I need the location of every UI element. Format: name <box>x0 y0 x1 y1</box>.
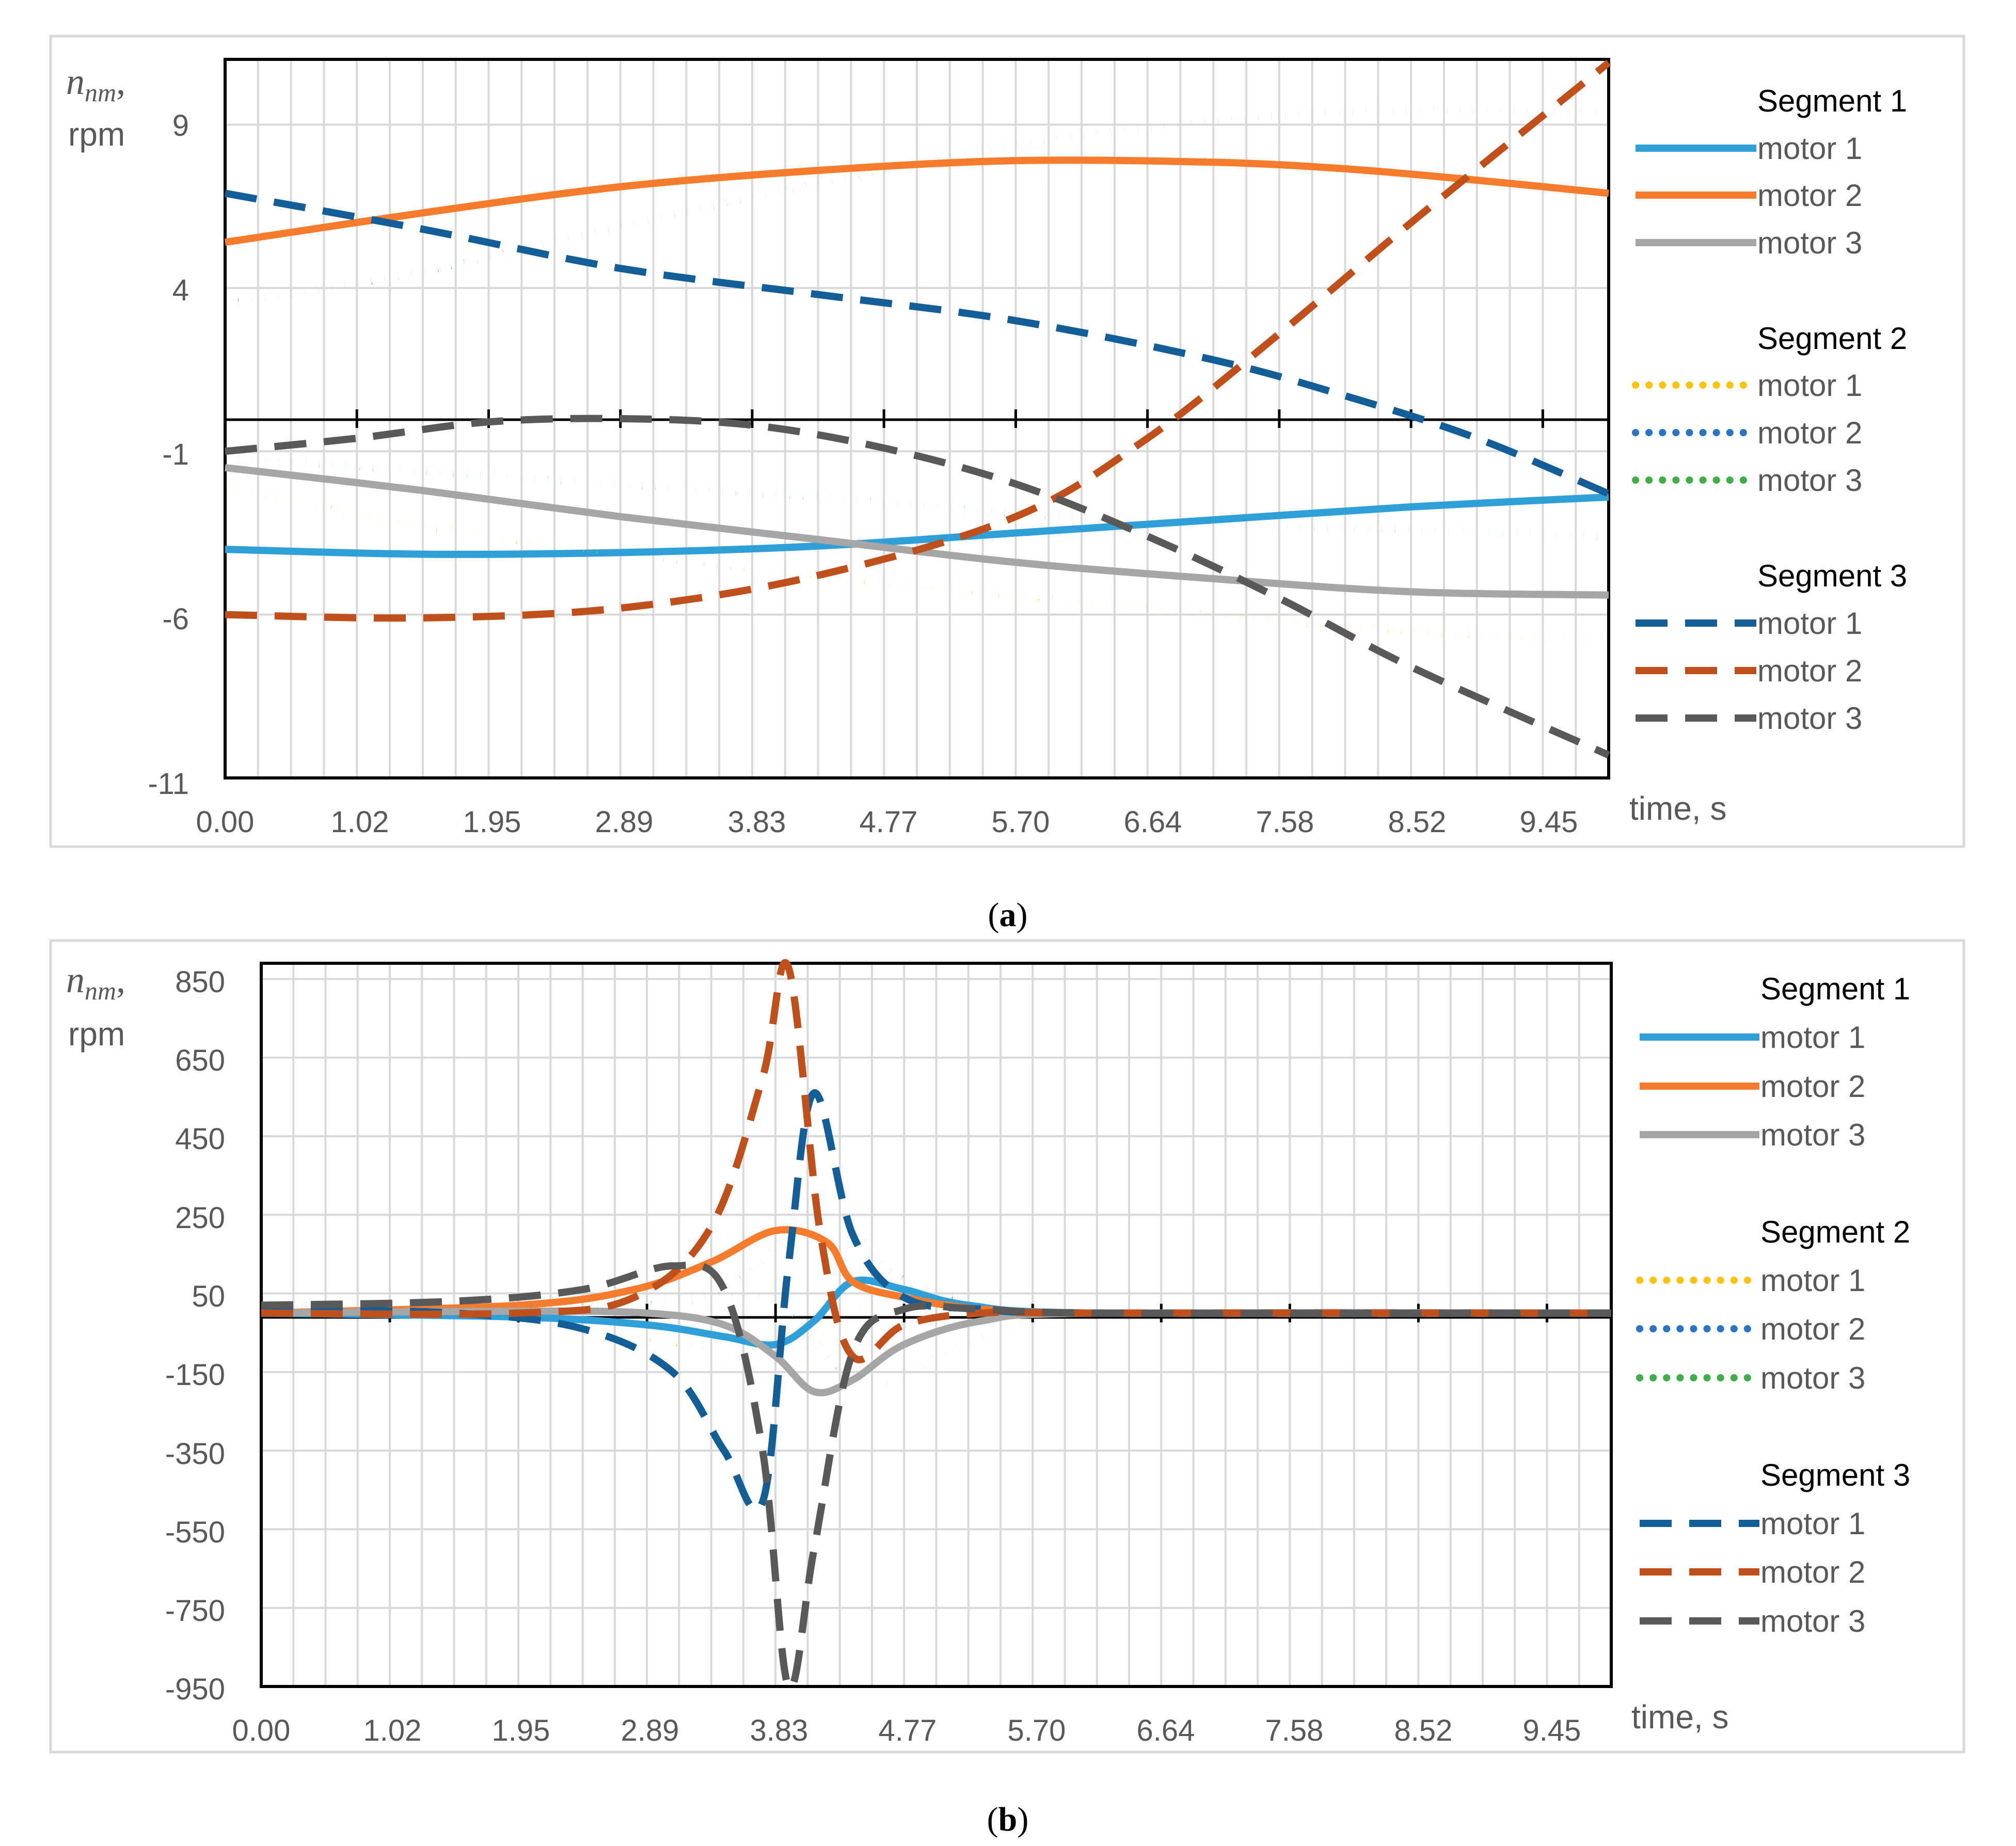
panel-a-y-axis-symbol: nnm, <box>66 61 125 107</box>
panel-b-y-tick-label: -350 <box>165 1437 225 1471</box>
panel-b-y-axis-unit: rpm <box>68 1015 125 1053</box>
panel-a-x-tick-label: 7.58 <box>1256 805 1314 839</box>
legend-label: motor 1 <box>1757 131 1862 166</box>
legend-label: motor 3 <box>1760 1361 1865 1395</box>
panel-b-x-tick-label: 5.70 <box>1008 1714 1066 1747</box>
panel-b-y-tick-label: 850 <box>175 965 225 999</box>
panel-b-series-segment-3-motor-3 <box>261 1261 1612 1692</box>
panel-b-y-tick-label: 250 <box>175 1201 225 1235</box>
panel-a-series-segment-3-motor-3 <box>225 415 1610 759</box>
panel-b-y-tick-label: -150 <box>165 1358 225 1392</box>
panel-b-x-tick-label: 9.45 <box>1523 1714 1581 1747</box>
panel-b-series <box>261 959 1612 1692</box>
panel-a-caption: (a) <box>988 896 1028 934</box>
legend-label: motor 3 <box>1757 463 1862 498</box>
legend-label: motor 3 <box>1760 1118 1865 1152</box>
panel-a-x-tick-label: 5.70 <box>992 805 1050 839</box>
panel-b-y-tick-label: 450 <box>175 1122 225 1156</box>
legend-group-header: Segment 3 <box>1757 559 1907 593</box>
panel-a-x-axis-title: time, s <box>1629 790 1726 827</box>
legend-label: motor 2 <box>1757 416 1862 450</box>
panel-a-x-tick-label: 1.95 <box>463 805 521 839</box>
panel-b-x-tick-label: 3.83 <box>750 1714 808 1747</box>
panel-a-x-tick-label: 3.83 <box>728 805 786 839</box>
panel-a-y-symbol: n <box>66 61 85 102</box>
panel-b-plot-area <box>260 962 1613 1688</box>
panel-b-x-tick-label: 1.95 <box>492 1714 550 1747</box>
panel-b-x-tick-label: 2.89 <box>621 1714 679 1747</box>
legend-group-header: Segment 1 <box>1757 84 1907 118</box>
panel-a-x-tick-label: 9.45 <box>1520 805 1578 839</box>
panel-a-series-segment-1-motor-1 <box>225 493 1609 558</box>
legend-label: motor 1 <box>1757 606 1862 641</box>
panel-a-x-tick-label: 4.77 <box>860 805 918 839</box>
legend-label: motor 1 <box>1760 1506 1865 1541</box>
panel-a-y-tick-label: -1 <box>162 438 189 471</box>
panel-b-x-axis-title: time, s <box>1631 1698 1728 1736</box>
panel-b-y-tick-label: -550 <box>165 1516 225 1549</box>
panel-b-series-segment-3-motor-2 <box>261 959 1611 1363</box>
panel-b-x-tick-label: 1.02 <box>363 1714 422 1747</box>
panel-a-y-subscript: nm <box>85 78 116 107</box>
legend-label: motor 2 <box>1760 1069 1865 1104</box>
panel-b: 850 650 450 250 50 -150 -350 -550 -750 -… <box>49 939 1965 1754</box>
legend-group-header: Segment 3 <box>1760 1458 1910 1492</box>
panel-b-y-subscript: nm <box>85 976 116 1005</box>
legend-label: motor 1 <box>1760 1263 1865 1298</box>
panel-a-y-tick-label: 9 <box>172 109 189 142</box>
panel-b-legend: Segment 1 motor 1 motor 2 motor 3 Segmen… <box>1636 972 1910 1638</box>
panel-b-frame <box>49 939 1965 1754</box>
panel-b-grid <box>261 963 1611 1688</box>
panel-b-series-segment-3-motor-1 <box>261 1089 1612 1514</box>
panel-a-x-tick-label: 2.89 <box>595 805 654 839</box>
legend-group-header: Segment 2 <box>1757 321 1907 356</box>
panel-a-series-segment-3-motor-1 <box>224 189 1610 497</box>
panel-a-series-segment-1-motor-2 <box>224 156 1609 246</box>
panel-b-y-symbol: n <box>66 959 85 1000</box>
panel-b-y-tick-label: 50 <box>192 1280 225 1313</box>
panel-b-y-axis-symbol: nnm, <box>66 959 125 1005</box>
legend-group-header: Segment 1 <box>1760 972 1910 1006</box>
legend-group-header: Segment 2 <box>1760 1215 1910 1249</box>
panel-b-y-tick-label: -750 <box>165 1594 225 1628</box>
legend-label: motor 2 <box>1757 654 1862 688</box>
panel-a-x-tick-label: 0.00 <box>196 805 255 839</box>
panel-a-x-tick-label: 1.02 <box>331 805 389 839</box>
panel-a-y-tick-label: 4 <box>172 274 189 307</box>
panel-b-caption: (b) <box>987 1801 1029 1838</box>
panel-a-y-tick-label: -6 <box>162 602 189 636</box>
legend-label: motor 1 <box>1757 368 1862 403</box>
legend-label: motor 2 <box>1760 1555 1865 1589</box>
panel-b-x-tick-label: 4.77 <box>879 1714 937 1747</box>
legend-label: motor 3 <box>1757 226 1862 260</box>
panel-a-y-axis-unit: rpm <box>68 116 125 153</box>
legend-label: motor 3 <box>1757 701 1862 736</box>
panel-a-legend: Segment 1 motor 1 motor 2 motor 3 Segmen… <box>1632 84 1907 736</box>
legend-label: motor 2 <box>1757 178 1862 213</box>
panel-b-y-tick-label: 650 <box>175 1044 225 1077</box>
panel-a-series <box>224 59 1611 759</box>
panel-a-frame <box>49 35 1965 848</box>
legend-label: motor 3 <box>1760 1604 1865 1638</box>
panel-b-x-tick-label: 0.00 <box>232 1714 291 1747</box>
panel-b-x-tick-label: 7.58 <box>1265 1714 1324 1747</box>
panel-b-x-tick-label: 8.52 <box>1394 1714 1453 1747</box>
legend-label: motor 1 <box>1760 1020 1865 1055</box>
legend-label: motor 2 <box>1760 1312 1865 1346</box>
panel-a-series-segment-3-motor-2 <box>225 59 1611 622</box>
panel-b-y-tick-label: -950 <box>165 1673 225 1706</box>
panel-a-x-tick-label: 6.64 <box>1124 805 1182 839</box>
panel-b-x-tick-label: 6.64 <box>1137 1714 1195 1747</box>
panel-a-x-tick-label: 8.52 <box>1388 805 1447 839</box>
panel-a-y-tick-label: -11 <box>148 767 189 801</box>
panel-a: 9 4 -1 -6 -11 0.00 1.02 1.95 2.89 3.83 4… <box>49 35 1965 848</box>
